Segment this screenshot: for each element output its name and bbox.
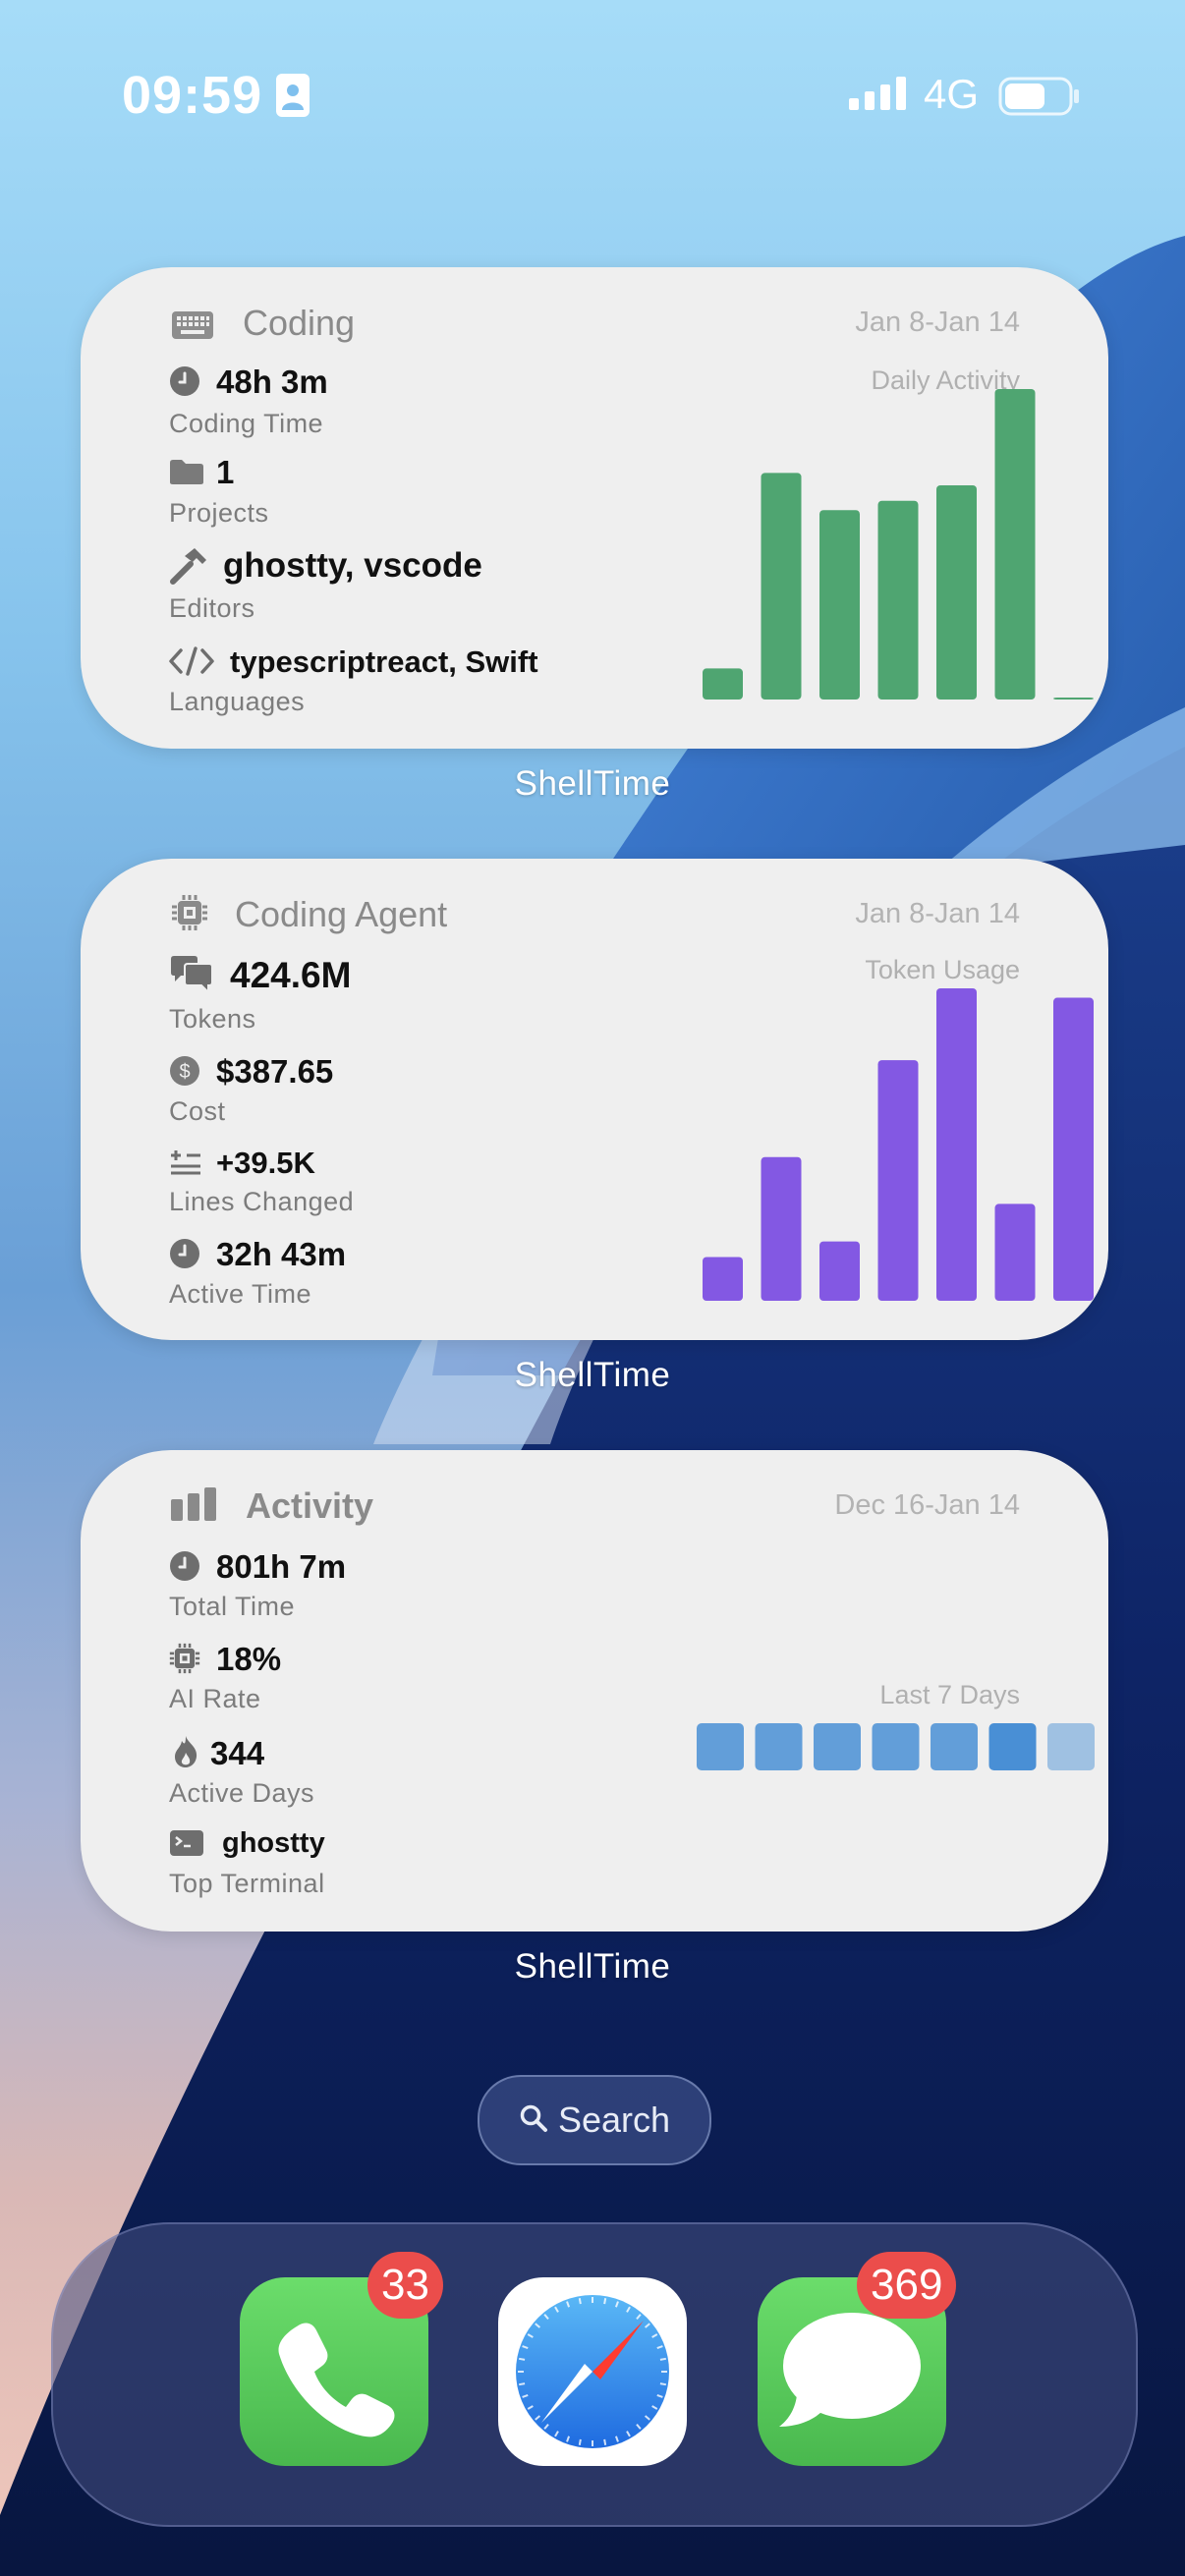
token-usage-chart bbox=[703, 988, 1094, 1301]
keyboard-icon bbox=[171, 310, 214, 345]
bar-chart-icon bbox=[171, 1487, 218, 1526]
coding-time-label: Coding Time bbox=[169, 409, 324, 438]
editors-label: Editors bbox=[169, 593, 255, 623]
top-terminal-label: Top Terminal bbox=[169, 1869, 325, 1898]
magnifier-icon bbox=[519, 2103, 548, 2138]
battery-icon bbox=[998, 77, 1081, 121]
status-time: 09:59 bbox=[122, 66, 263, 125]
cost-label: Cost bbox=[169, 1096, 226, 1126]
clock-icon bbox=[169, 1238, 200, 1274]
widget-title: Activity bbox=[246, 1485, 374, 1526]
day-cell-jan-11 bbox=[872, 1723, 920, 1770]
projects-value: 1 bbox=[216, 454, 235, 490]
safari-app-icon[interactable] bbox=[498, 2277, 687, 2466]
clock-icon bbox=[169, 365, 200, 402]
bar-jan-13 bbox=[994, 389, 1036, 700]
bar-jan-13 bbox=[994, 1204, 1036, 1301]
bar-jan-8 bbox=[703, 1257, 743, 1301]
widget-title: Coding Agent bbox=[235, 894, 448, 934]
search-button[interactable]: Search bbox=[478, 2075, 711, 2165]
code-brackets-icon bbox=[169, 646, 214, 681]
editors-value: ghostty, vscode bbox=[223, 546, 482, 585]
chart-label: Daily Activity bbox=[871, 365, 1020, 395]
clock-icon bbox=[169, 1550, 200, 1587]
languages-value: typescriptreact, Swift bbox=[230, 644, 538, 679]
top-terminal-value: ghostty bbox=[222, 1827, 325, 1859]
cpu-chip-icon bbox=[169, 1643, 200, 1679]
bar-jan-11 bbox=[877, 1060, 919, 1301]
day-cell-jan-10 bbox=[814, 1723, 861, 1770]
tokens-value: 424.6M bbox=[230, 955, 352, 995]
date-range: Jan 8-Jan 14 bbox=[855, 307, 1020, 338]
active-time-value: 32h 43m bbox=[216, 1236, 347, 1272]
network-type: 4G bbox=[924, 71, 980, 117]
dollar-circle-icon: $ bbox=[169, 1055, 200, 1092]
day-cell-jan-8 bbox=[697, 1723, 744, 1770]
cpu-chip-icon bbox=[171, 894, 208, 936]
lines-changed-label: Lines Changed bbox=[169, 1187, 355, 1216]
bar-jan-9 bbox=[761, 1156, 802, 1301]
search-label: Search bbox=[557, 2100, 671, 2140]
bar-jan-10 bbox=[819, 510, 860, 700]
bar-jan-12 bbox=[936, 988, 977, 1301]
bar-jan-12 bbox=[936, 484, 977, 700]
day-cell-jan-13 bbox=[988, 1723, 1037, 1770]
languages-label: Languages bbox=[169, 687, 306, 716]
bar-jan-11 bbox=[877, 500, 919, 700]
bar-jan-14 bbox=[1053, 698, 1094, 700]
widget-app-label: ShellTime bbox=[514, 1947, 671, 1986]
coding-agent-widget[interactable]: Coding Agent Jan 8-Jan 14 Token Usage 42… bbox=[81, 859, 1108, 1340]
signal-bars-icon bbox=[849, 77, 908, 115]
terminal-icon bbox=[169, 1829, 204, 1862]
day-cell-jan-14 bbox=[1047, 1723, 1095, 1770]
hammer-icon bbox=[169, 546, 208, 590]
ai-rate-label: AI Rate bbox=[169, 1684, 261, 1713]
day-cell-jan-12 bbox=[931, 1723, 978, 1770]
daily-activity-chart bbox=[703, 389, 1094, 700]
active-days-label: Active Days bbox=[169, 1778, 315, 1808]
active-time-label: Active Time bbox=[169, 1279, 312, 1309]
coding-time-value: 48h 3m bbox=[216, 364, 328, 400]
tokens-label: Tokens bbox=[169, 1004, 256, 1034]
widget-app-label: ShellTime bbox=[514, 1356, 671, 1394]
id-card-icon bbox=[275, 73, 310, 123]
total-time-value: 801h 7m bbox=[216, 1548, 347, 1585]
projects-label: Projects bbox=[169, 498, 269, 528]
coding-widget[interactable]: Coding Jan 8-Jan 14 Daily Activity 48h 3… bbox=[81, 267, 1108, 749]
svg-text:$: $ bbox=[179, 1061, 190, 1083]
lines-changed-icon bbox=[169, 1148, 202, 1180]
cost-value: $387.65 bbox=[216, 1053, 334, 1090]
date-range: Dec 16-Jan 14 bbox=[834, 1489, 1020, 1521]
widget-title: Coding bbox=[243, 303, 356, 343]
bar-jan-10 bbox=[819, 1241, 860, 1301]
date-range: Jan 8-Jan 14 bbox=[855, 898, 1020, 929]
activity-widget[interactable]: Activity Dec 16-Jan 14 Last 7 Days 801h … bbox=[81, 1450, 1108, 1932]
folder-icon bbox=[169, 458, 204, 490]
ai-rate-value: 18% bbox=[216, 1641, 282, 1677]
total-time-label: Total Time bbox=[169, 1592, 296, 1621]
messages-badge: 369 bbox=[857, 2252, 957, 2319]
chart-label: Last 7 Days bbox=[879, 1680, 1020, 1709]
chart-label: Token Usage bbox=[865, 955, 1020, 984]
last-7-days-heatmap bbox=[697, 1723, 1095, 1770]
bar-jan-14 bbox=[1053, 997, 1094, 1301]
flame-icon bbox=[173, 1735, 198, 1773]
dock bbox=[51, 2222, 1138, 2527]
active-days-value: 344 bbox=[210, 1735, 265, 1771]
day-cell-jan-9 bbox=[755, 1723, 803, 1770]
status-bar: 09:59 4G bbox=[0, 0, 1185, 187]
bar-jan-9 bbox=[761, 473, 802, 700]
lines-changed-value: +39.5K bbox=[216, 1146, 315, 1180]
phone-badge: 33 bbox=[367, 2252, 443, 2319]
widget-app-label: ShellTime bbox=[514, 764, 671, 803]
chat-bubbles-icon bbox=[169, 955, 214, 999]
bar-jan-8 bbox=[703, 668, 743, 700]
